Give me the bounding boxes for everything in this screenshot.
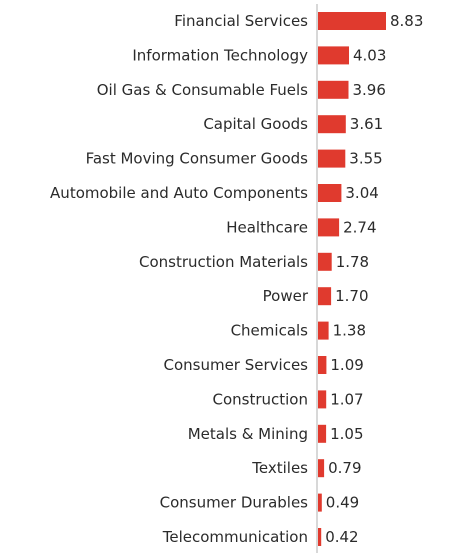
category-label: Construction Materials — [139, 253, 308, 271]
bar — [318, 184, 342, 202]
bar — [318, 321, 329, 340]
bar — [318, 46, 349, 65]
value-label: 1.09 — [330, 356, 363, 374]
bar — [318, 252, 332, 271]
bar — [318, 528, 322, 546]
category-label: Information Technology — [132, 46, 308, 64]
value-label: 3.04 — [345, 184, 378, 202]
value-label: 2.74 — [343, 218, 376, 236]
category-label: Fast Moving Consumer Goods — [86, 150, 309, 168]
bar — [318, 356, 327, 374]
bars-group — [318, 12, 386, 546]
bar — [318, 115, 346, 134]
bar — [318, 390, 327, 409]
bar — [318, 12, 386, 30]
category-label: Telecommunication — [162, 528, 308, 546]
bar — [318, 459, 325, 478]
value-label: 3.61 — [350, 115, 383, 133]
value-label: 1.78 — [336, 253, 369, 271]
value-label: 4.03 — [353, 46, 386, 64]
value-label: 1.38 — [333, 322, 366, 340]
value-labels-group: 8.834.03 3.96 3.61 3.55 3.04 2.74 1.78 1.70 1.38… — [325, 12, 423, 546]
category-label: Power — [263, 287, 309, 305]
value-label: 0.42 — [325, 528, 358, 546]
category-label: Construction — [212, 390, 308, 408]
bar — [318, 493, 322, 512]
category-label: Consumer Durables — [160, 494, 309, 512]
category-label: Consumer Services — [163, 356, 308, 374]
bar — [318, 218, 340, 237]
value-label: 0.79 — [328, 459, 361, 477]
bar — [318, 149, 346, 168]
category-label: Textiles — [251, 459, 308, 477]
category-label: Financial Services — [174, 12, 308, 30]
value-label: 1.07 — [330, 390, 363, 408]
value-label: 1.70 — [335, 287, 368, 305]
category-label: Healthcare — [226, 218, 308, 236]
value-label: 3.96 — [353, 81, 386, 99]
value-label: 0.49 — [326, 494, 359, 512]
bar — [318, 287, 332, 306]
category-labels-group: Financial Services Information Technology… — [50, 12, 309, 546]
category-label: Oil Gas & Consumable Fuels — [97, 81, 308, 99]
value-label: 3.55 — [349, 150, 382, 168]
category-label: Capital Goods — [203, 115, 308, 133]
category-label: Metals & Mining — [188, 425, 308, 443]
value-label: 1.05 — [330, 425, 363, 443]
category-label: Chemicals — [231, 322, 309, 340]
value-label: 8.83 — [390, 12, 423, 30]
bar — [318, 80, 349, 99]
bar — [318, 424, 327, 443]
category-label: Automobile and Auto Components — [50, 184, 308, 202]
